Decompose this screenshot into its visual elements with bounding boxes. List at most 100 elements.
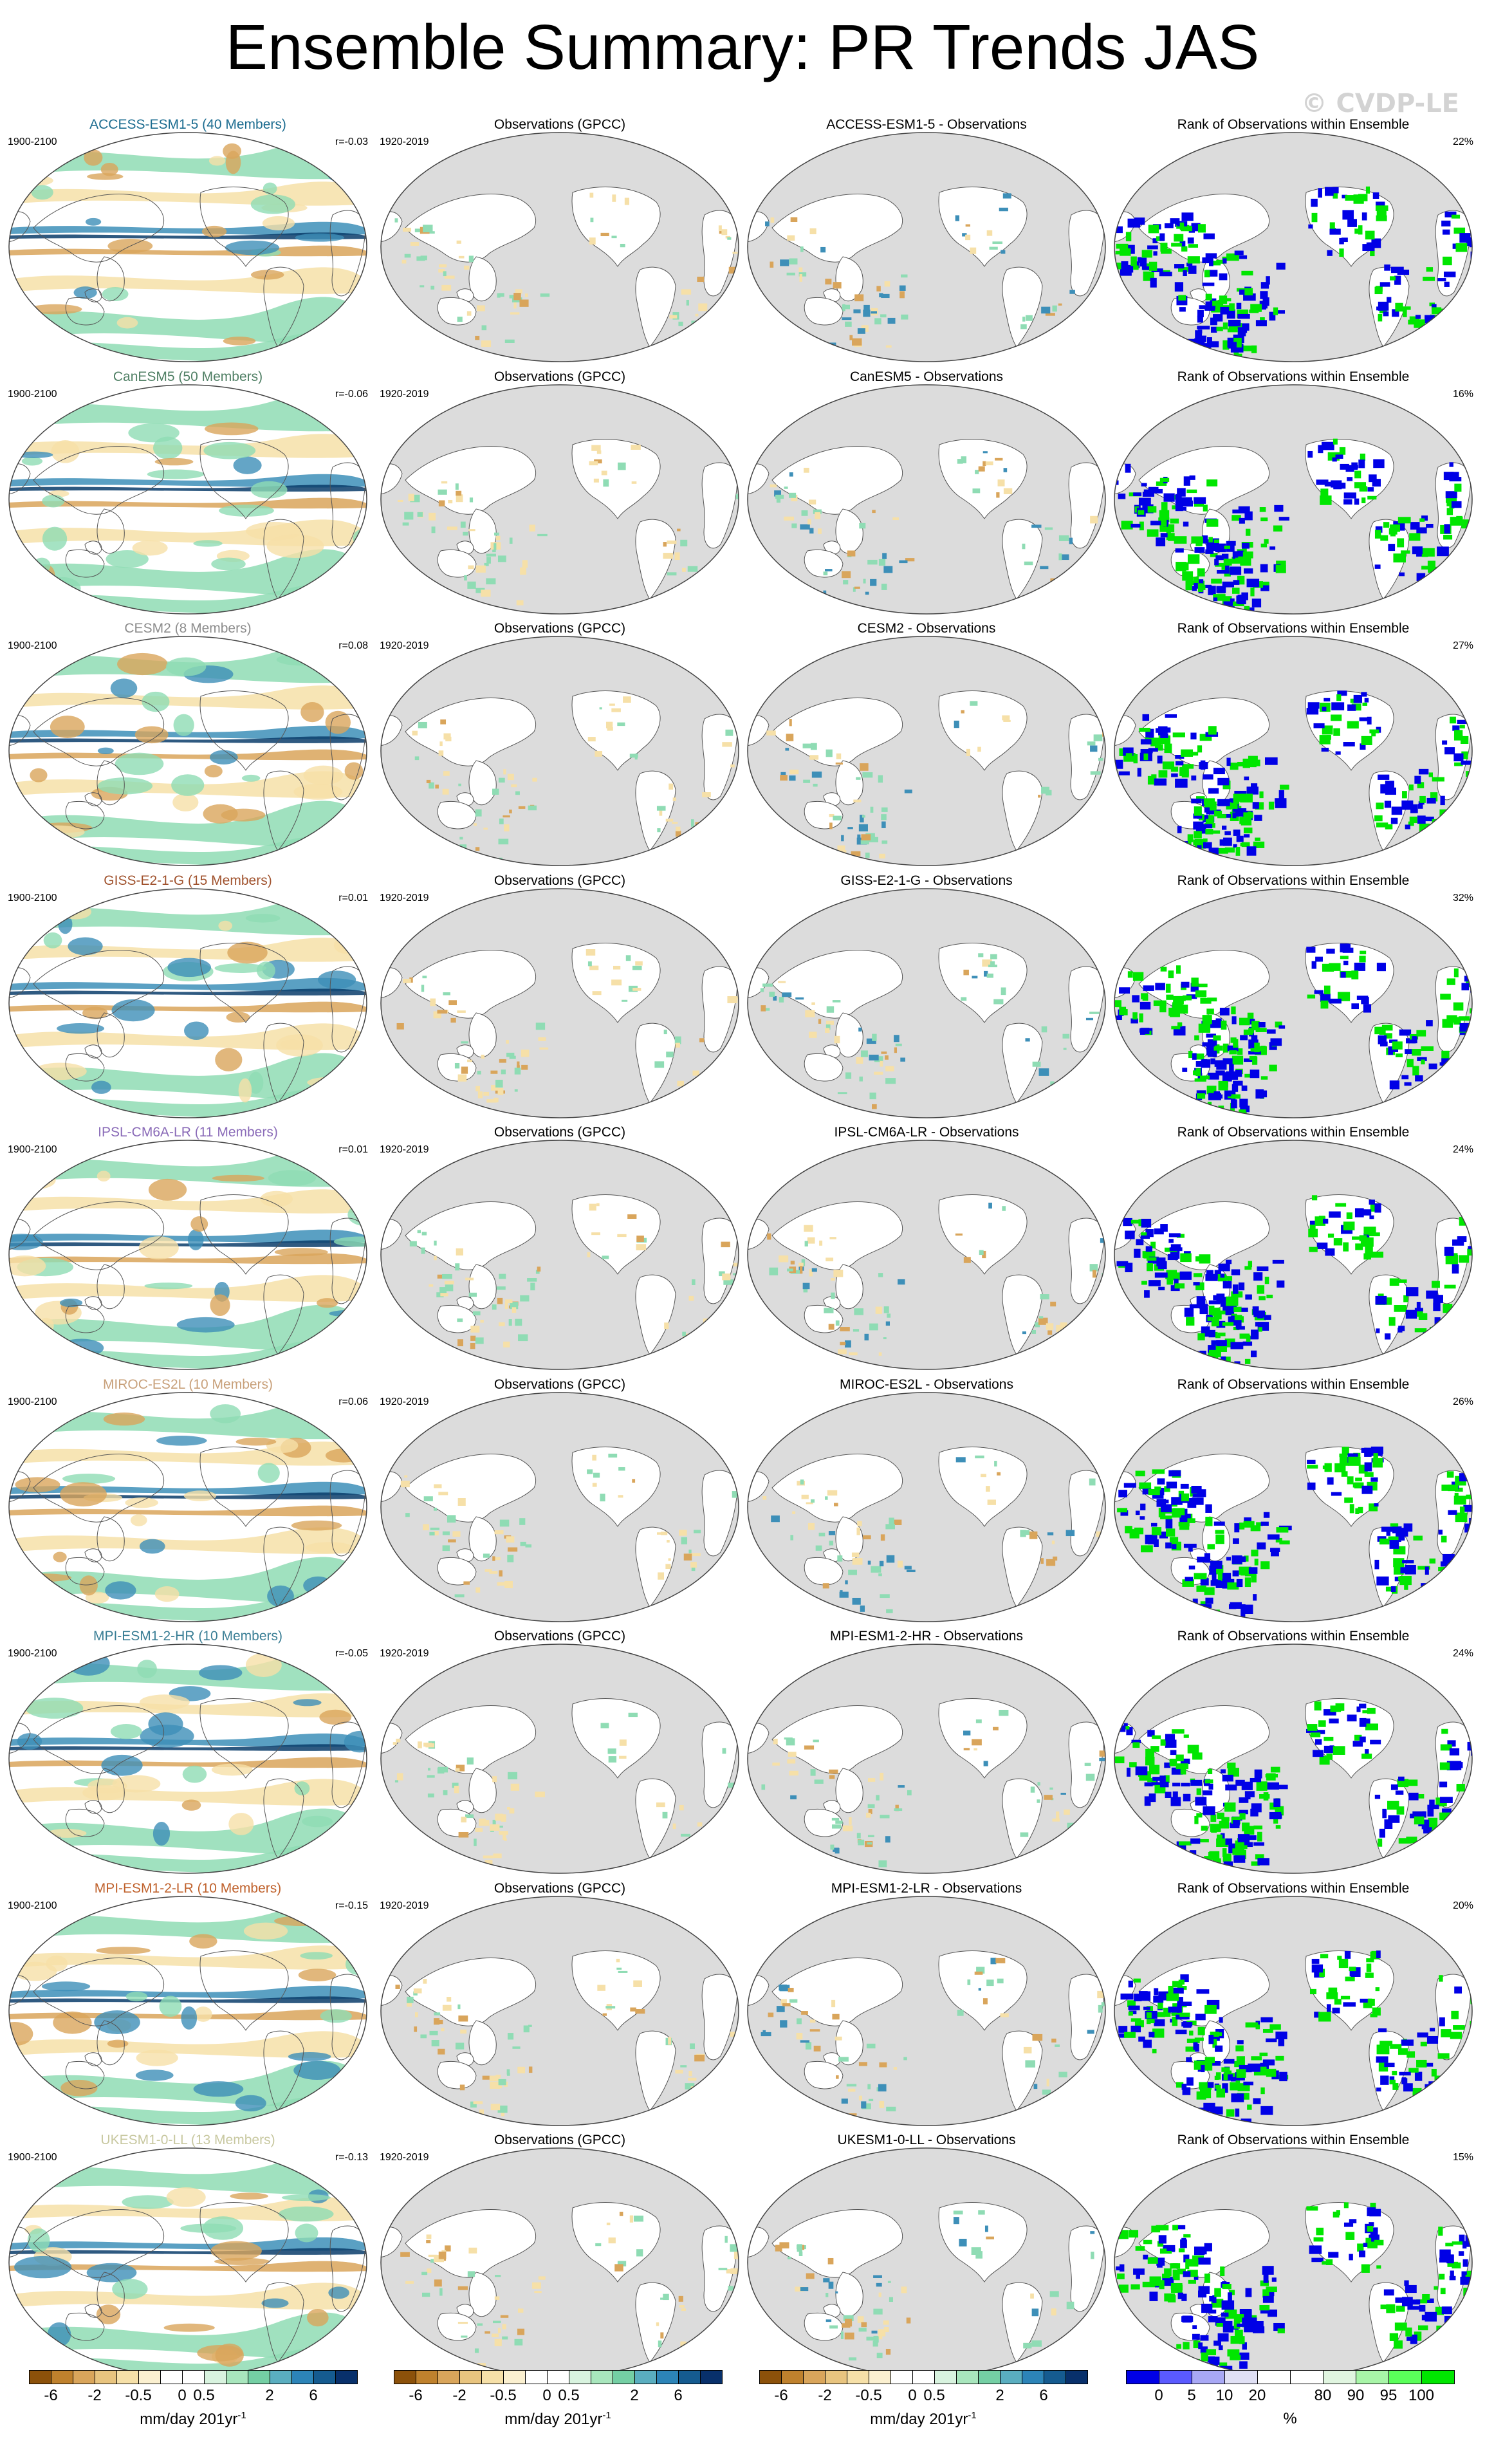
difference-title: IPSL-CM6A-LR - Observations — [834, 1125, 1019, 1140]
rank-map — [1114, 384, 1473, 615]
model-map — [8, 1140, 367, 1370]
colorbar-unit: mm/day 201yr-1 — [870, 2410, 977, 2428]
rank-map-panel: Rank of Observations within Ensemble 24% — [1113, 1627, 1473, 1878]
obs-map-panel: Observations (GPCC) 1920-2019 — [380, 1627, 740, 1878]
diff-map — [747, 1644, 1106, 1874]
rank-map-panel: Rank of Observations within Ensemble 20% — [1113, 1880, 1473, 2131]
colorbar-tick-label: 0 — [908, 2387, 917, 2404]
rank-map — [1114, 887, 1473, 1118]
pattern-correlation: r=-0.03 — [335, 136, 368, 147]
colorbar-swatch — [934, 2370, 957, 2384]
model-map — [8, 1644, 367, 1874]
rank-map-panel: Rank of Observations within Ensemble 26% — [1113, 1376, 1473, 1627]
diff-map — [747, 1391, 1106, 1622]
colorbar-swatch — [869, 2370, 891, 2384]
colorbar-swatch — [759, 2370, 782, 2384]
period-label: 1900-2100 — [8, 388, 57, 400]
colorbar-swatch — [1224, 2370, 1258, 2384]
rank-map — [1114, 132, 1473, 362]
obs-map-panel: Observations (GPCC) 1920-2019 — [380, 872, 740, 1123]
rank-title: Rank of Observations within Ensemble — [1177, 873, 1410, 888]
colorbar-tick-label: 5 — [1187, 2387, 1196, 2404]
model-map — [8, 1391, 367, 1622]
obs-map — [380, 887, 739, 1118]
colorbar-swatch — [569, 2370, 591, 2384]
page-title: Ensemble Summary: PR Trends JAS — [225, 12, 1260, 82]
difference-title: MPI-ESM1-2-LR - Observations — [831, 1880, 1022, 1896]
model-map-panel: MPI-ESM1-2-LR (10 Members) 1900-2100 r=-0.… — [8, 1880, 368, 2131]
period-label: 1900-2100 — [8, 136, 57, 147]
colorbar-swatch — [204, 2370, 226, 2384]
colorbar-swatch — [1044, 2370, 1066, 2384]
colorbar-swatch — [613, 2370, 635, 2384]
colorbar-tick-label: -0.5 — [855, 2387, 882, 2404]
observations-title: Observations (GPCC) — [493, 1629, 626, 1644]
colorbar-swatch — [160, 2370, 183, 2384]
period-label: 1900-2100 — [8, 1900, 57, 1911]
colorbar-swatch — [1022, 2370, 1044, 2384]
colorbar-swatch — [394, 2370, 416, 2384]
colorbar-tick-label: -0.5 — [490, 2387, 517, 2404]
colorbar-swatch — [182, 2370, 205, 2384]
colorbar-tick-label: 0 — [1154, 2387, 1163, 2404]
period-label: 1920-2019 — [380, 136, 429, 147]
difference-title: MPI-ESM1-2-HR - Observations — [830, 1629, 1023, 1644]
diff-map — [747, 1895, 1106, 2126]
model-map-panel: CESM2 (8 Members) 1900-2100 r=0.08 — [8, 620, 368, 871]
colorbar-tick-label: 0.5 — [923, 2387, 945, 2404]
model-map — [8, 132, 367, 362]
colorbar-unit: mm/day 201yr-1 — [504, 2410, 611, 2428]
colorbar-tick-label: 2 — [995, 2387, 1004, 2404]
model-map — [8, 887, 367, 1118]
observations-title: Observations (GPCC) — [493, 1376, 626, 1392]
colorbar-swatch — [956, 2370, 979, 2384]
observations-title: Observations (GPCC) — [493, 369, 626, 384]
colorbar-swatch — [29, 2370, 51, 2384]
observations-title: Observations (GPCC) — [493, 117, 626, 132]
obs-map — [380, 1895, 739, 2126]
diff-map — [747, 2147, 1106, 2378]
period-label: 1920-2019 — [380, 892, 429, 903]
colorbar-swatch — [116, 2370, 139, 2384]
model-map-panel: UKESM1-0-LL (13 Members) 1900-2100 r=-0.13 — [8, 2131, 368, 2382]
colorbar-swatch — [416, 2370, 438, 2384]
rank-title: Rank of Observations within Ensemble — [1177, 117, 1410, 132]
model-title: IPSL-CM6A-LR (11 Members) — [98, 1125, 278, 1140]
colorbar-swatch — [890, 2370, 913, 2384]
colorbar-swatch — [226, 2370, 248, 2384]
difference-title: ACCESS-ESM1-5 - Observations — [826, 117, 1027, 132]
pattern-correlation: r=-0.05 — [335, 1648, 368, 1659]
model-map-panel: GISS-E2-1-G (15 Members) 1900-2100 r=0.01 — [8, 872, 368, 1123]
colorbar-tick-label: 20 — [1248, 2387, 1266, 2404]
colorbar-tick-label: -2 — [818, 2387, 832, 2404]
colorbar-swatch — [1290, 2370, 1324, 2384]
model-map — [8, 1895, 367, 2126]
rank-map — [1114, 2147, 1473, 2378]
model-title: ACCESS-ESM1-5 (40 Members) — [89, 117, 286, 132]
colorbar-swatch — [803, 2370, 826, 2384]
diff-map-panel: UKESM1-0-LL - Observations — [746, 2131, 1107, 2382]
observations-title: Observations (GPCC) — [493, 1880, 626, 1896]
difference-title: CESM2 - Observations — [857, 621, 996, 636]
pattern-correlation: r=0.01 — [338, 892, 368, 903]
colorbar-unit: mm/day 201yr-1 — [140, 2410, 246, 2428]
rank-percent: 24% — [1452, 1144, 1473, 1155]
colorbar-tick-label: 6 — [674, 2387, 683, 2404]
colorbar-swatch — [525, 2370, 548, 2384]
period-label: 1900-2100 — [8, 640, 57, 651]
colorbar-swatch — [1159, 2370, 1192, 2384]
colorbar-tick-label: 80 — [1314, 2387, 1332, 2404]
colorbar-swatch — [978, 2370, 1001, 2384]
trend-colorbar-2: -6 -2 -0.5 0 0.5 2 6 mm/day 201yr-1 — [394, 2370, 723, 2434]
period-label: 1900-2100 — [8, 2152, 57, 2163]
model-map-panel: ACCESS-ESM1-5 (40 Members) 1900-2100 r=-0.… — [8, 116, 368, 367]
diff-map-panel: CESM2 - Observations — [746, 620, 1107, 871]
colorbar-swatch — [700, 2370, 723, 2384]
rank-map — [1114, 1391, 1473, 1622]
observations-title: Observations (GPCC) — [493, 873, 626, 888]
rank-colorbar: 0 5 10 20 80 90 95 100% — [1126, 2370, 1455, 2434]
colorbar-swatch — [634, 2370, 657, 2384]
diff-map-panel: MIROC-ES2L - Observations — [746, 1376, 1107, 1627]
obs-map-panel: Observations (GPCC) 1920-2019 — [380, 1124, 740, 1375]
